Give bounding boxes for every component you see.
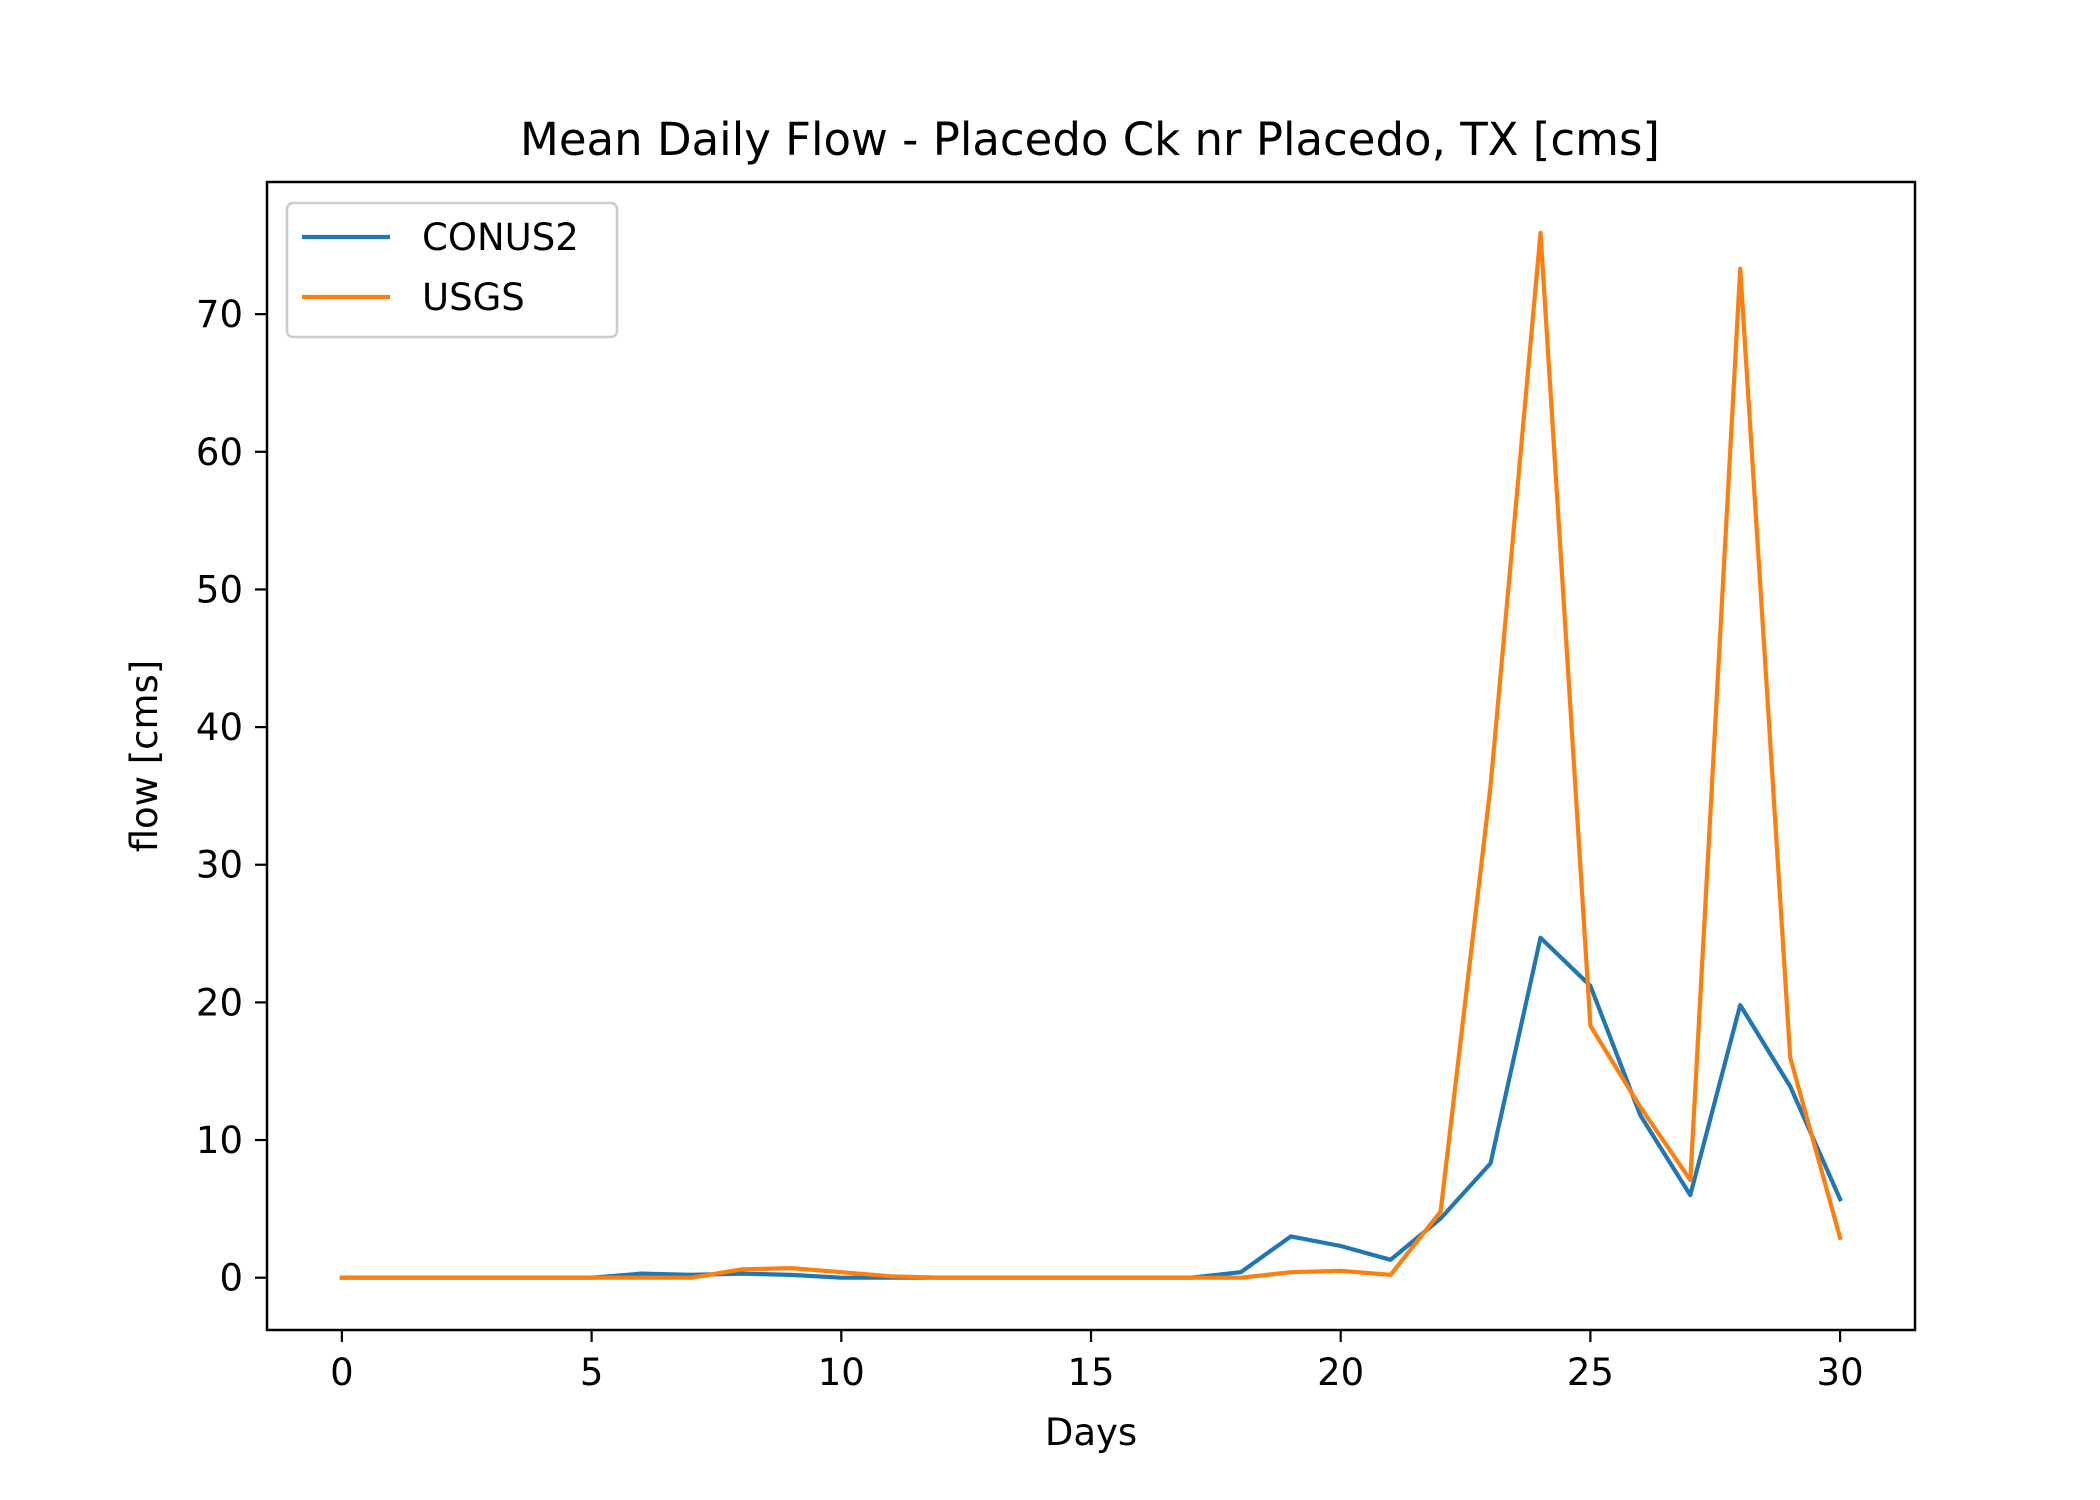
y-tick-label: 20 (196, 981, 243, 1024)
y-tick-label: 50 (196, 568, 243, 611)
legend-label-conus2: CONUS2 (422, 216, 579, 259)
y-tick-label: 70 (196, 293, 243, 336)
y-tick-label: 0 (219, 1257, 243, 1300)
x-tick-label: 20 (1317, 1351, 1364, 1394)
x-axis: 0 5 10 15 20 25 30 (330, 1330, 1864, 1394)
series-layer (339, 230, 1843, 1280)
x-tick-label: 30 (1817, 1351, 1864, 1394)
legend: CONUS2 USGS (285, 201, 619, 339)
series-line-usgs (339, 230, 1843, 1280)
y-tick-label: 10 (196, 1119, 243, 1162)
y-axis: 0 10 20 30 40 50 60 70 (196, 293, 267, 1300)
y-axis-label: flow [cms] (123, 660, 166, 853)
x-tick-label: 25 (1567, 1351, 1614, 1394)
legend-label-usgs: USGS (422, 276, 525, 319)
x-tick-label: 15 (1067, 1351, 1114, 1394)
x-axis-label: Days (1045, 1411, 1137, 1454)
x-tick-label: 5 (580, 1351, 604, 1394)
chart-title: Mean Daily Flow - Placedo Ck nr Placedo,… (520, 113, 1660, 166)
y-tick-label: 30 (196, 844, 243, 887)
x-tick-label: 0 (330, 1351, 354, 1394)
x-tick-label: 10 (818, 1351, 865, 1394)
y-tick-label: 40 (196, 706, 243, 749)
y-tick-label: 60 (196, 431, 243, 474)
